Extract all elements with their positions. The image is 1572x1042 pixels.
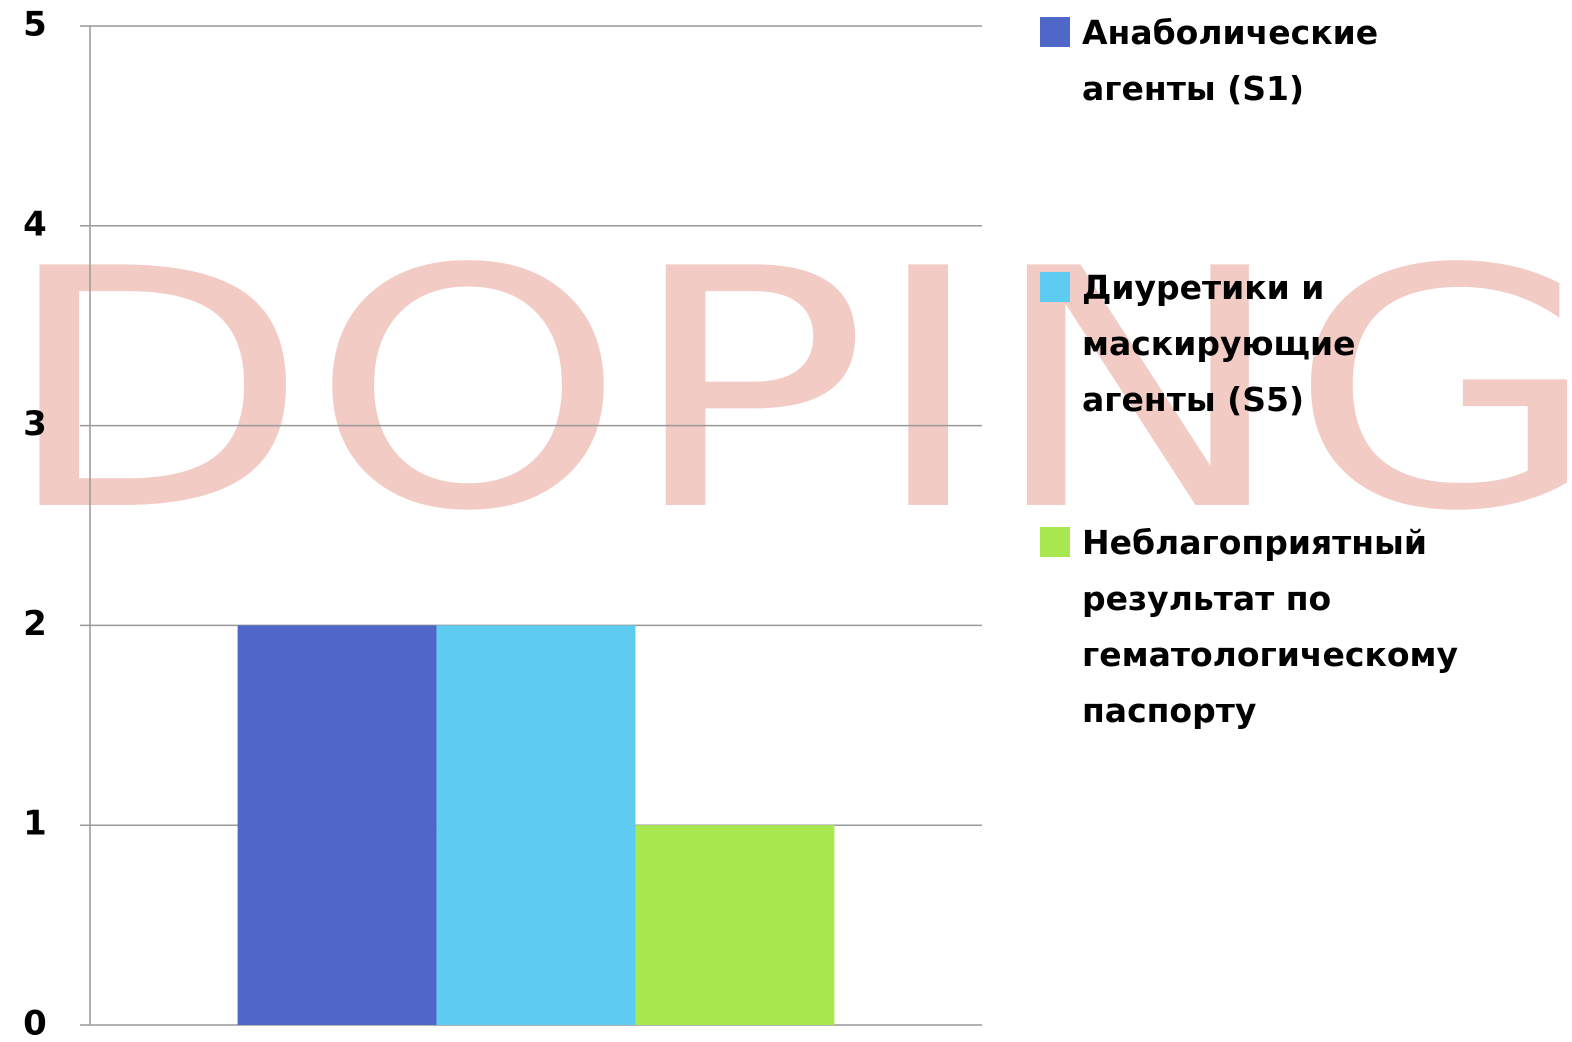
bar [436, 625, 636, 1025]
y-tick-label: 4 [23, 204, 47, 244]
legend-swatch [1040, 272, 1070, 302]
y-tick-label: 3 [23, 404, 47, 444]
legend-item: Неблагоприятный результат по гематологич… [1040, 515, 1470, 739]
y-tick-label: 0 [23, 1004, 47, 1042]
watermark: DOPING [0, 199, 1572, 583]
legend-label: Анаболические агенты (S1) [1082, 13, 1379, 108]
legend-label: Диуретики и маскирующие агенты (S5) [1082, 268, 1356, 419]
y-tick-label: 1 [23, 804, 47, 844]
bar [635, 825, 835, 1025]
bar [237, 625, 437, 1025]
legend-label: Неблагоприятный результат по гематологич… [1082, 523, 1459, 730]
y-tick-label: 2 [23, 604, 47, 644]
legend-item: Анаболические агенты (S1) [1040, 5, 1470, 117]
legend-swatch [1040, 527, 1070, 557]
legend-swatch [1040, 17, 1070, 47]
legend-item: Диуретики и маскирующие агенты (S5) [1040, 260, 1470, 428]
y-tick-label: 5 [23, 5, 47, 45]
